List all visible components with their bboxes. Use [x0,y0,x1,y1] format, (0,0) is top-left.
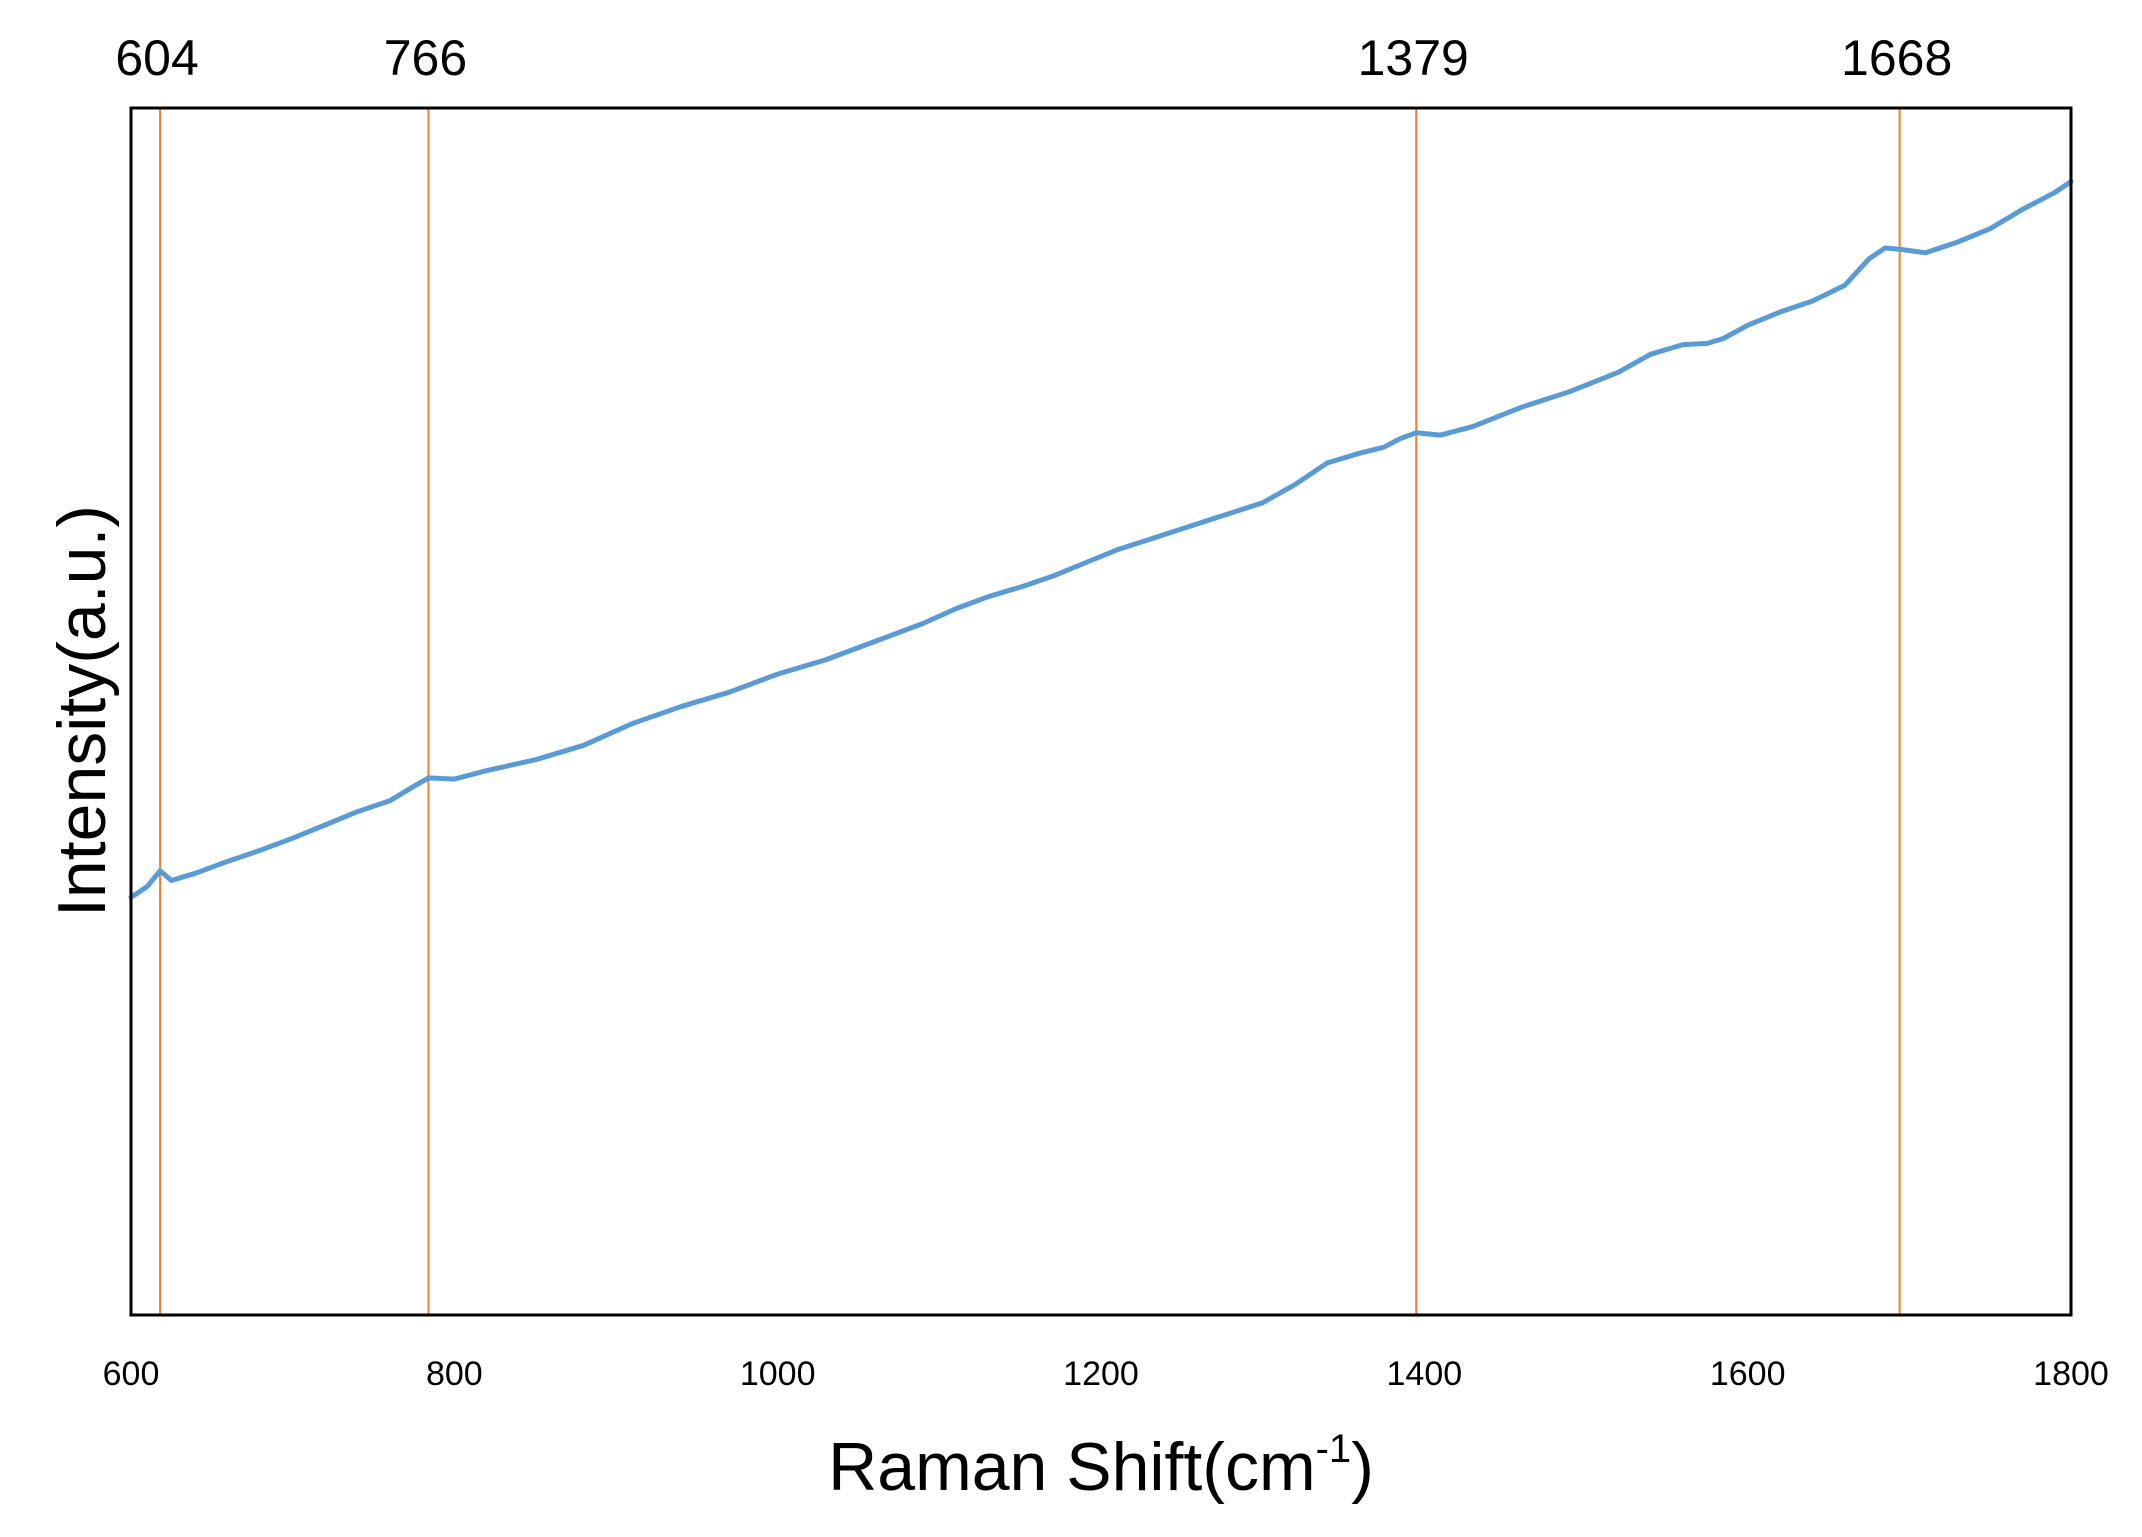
peak-label-766: 766 [384,30,467,86]
x-axis-title-superscript: -1 [1316,1427,1352,1471]
x-tick-label-600: 600 [103,1355,160,1393]
x-tick-label-1000: 1000 [740,1355,816,1393]
peak-label-1379: 1379 [1358,30,1469,86]
x-tick-label-800: 800 [426,1355,483,1393]
x-axis-title-main: Raman Shift(cm [828,1429,1315,1505]
series-line-0 [128,179,2074,900]
peak-label-604: 604 [115,30,198,86]
peak-markers [159,108,1901,1315]
x-tick-label-1400: 1400 [1387,1355,1463,1393]
x-tick-labels: 600 800 1000 1200 1400 1600 1800 [103,1355,2109,1393]
peak-label-1668: 1668 [1841,30,1952,86]
x-tick-label-1600: 1600 [1710,1355,1786,1393]
series-layer [128,179,2074,900]
x-axis-title-suffix: ) [1351,1429,1374,1505]
x-tick-label-1200: 1200 [1063,1355,1139,1393]
x-tick-label-1800: 1800 [2033,1355,2109,1393]
x-axis-title: Raman Shift(cm-1) [828,1427,1374,1505]
y-axis-title: Intensity(a.u.) [44,505,120,917]
peak-labels: 604 766 1379 1668 [115,30,1952,86]
plot-frame [129,106,2073,1317]
